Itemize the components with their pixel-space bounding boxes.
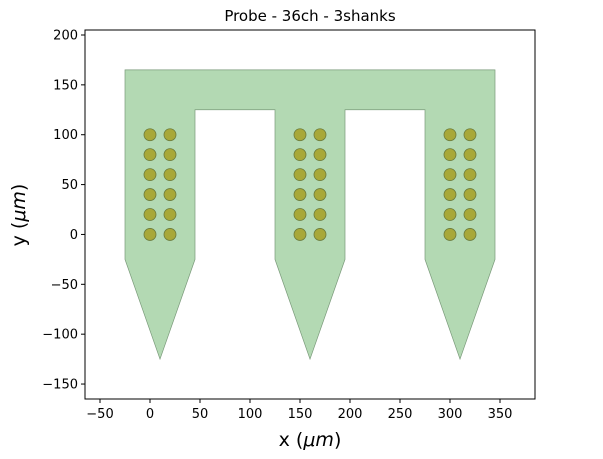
contact-35 [463, 128, 477, 142]
x-axis-label: x (μm) [279, 429, 342, 451]
contact-33 [463, 148, 477, 162]
contact-18 [293, 168, 307, 182]
contact-2 [143, 208, 157, 221]
contact-4 [143, 188, 157, 201]
x-tick-label: 150 [288, 407, 313, 422]
contact-21 [313, 148, 327, 162]
x-tick-label: 250 [388, 407, 413, 422]
contact-1 [163, 228, 177, 241]
y-tick-label: 100 [53, 128, 78, 143]
x-tick-label: 50 [192, 407, 209, 422]
x-tick-label: 300 [438, 407, 463, 422]
y-tick-label: −150 [42, 378, 78, 393]
x-tick-label: 0 [146, 407, 154, 422]
contact-9 [163, 148, 177, 162]
contact-22 [293, 128, 307, 142]
contact-15 [313, 208, 327, 221]
contact-25 [463, 228, 477, 241]
plot-area [124, 69, 496, 361]
contact-7 [163, 168, 177, 182]
y-tick-label: 50 [61, 178, 78, 193]
y-tick-label: 150 [53, 78, 78, 93]
contact-6 [143, 168, 157, 182]
contact-34 [443, 128, 457, 142]
axes-ticks: −50 0 50 100 150 200 250 300 350 −150 −100 −50 0 50 10… [42, 28, 512, 422]
contact-3 [163, 208, 177, 221]
y-tick-label: −50 [51, 278, 78, 293]
contact-30 [443, 168, 457, 182]
x-tick-label: 100 [238, 407, 263, 422]
contact-19 [313, 168, 327, 182]
x-tick-label: −50 [86, 407, 113, 422]
contact-0 [143, 228, 157, 241]
contact-27 [463, 208, 477, 221]
x-tick-label: 200 [338, 407, 363, 422]
contact-23 [313, 128, 327, 142]
contact-31 [463, 168, 477, 182]
contact-13 [313, 228, 327, 241]
plot-frame [84, 29, 536, 400]
chart-title: Probe - 36ch - 3shanks [224, 7, 396, 25]
y-tick-label: 200 [53, 28, 78, 43]
contact-20 [293, 148, 307, 162]
contact-24 [443, 228, 457, 241]
contact-14 [293, 208, 307, 221]
probe-shape [124, 69, 496, 361]
contact-16 [293, 188, 307, 201]
contact-5 [163, 188, 177, 201]
contact-17 [313, 188, 327, 201]
contact-26 [443, 208, 457, 221]
contact-28 [443, 188, 457, 201]
y-tick-label: −100 [42, 328, 78, 343]
contact-8 [143, 148, 157, 162]
contact-32 [443, 148, 457, 162]
contact-11 [163, 128, 177, 142]
contact-29 [463, 188, 477, 201]
x-tick-label: 350 [488, 407, 513, 422]
y-axis-label: y (μm) [8, 184, 30, 247]
y-tick-label: 0 [70, 228, 78, 243]
contact-12 [293, 228, 307, 241]
contact-10 [143, 128, 157, 142]
